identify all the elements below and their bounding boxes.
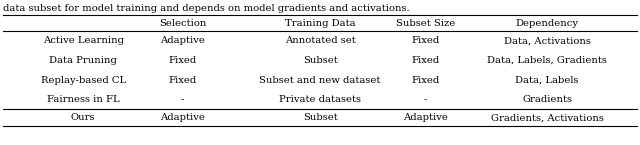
Text: Adaptive: Adaptive bbox=[160, 113, 205, 122]
Text: Subset: Subset bbox=[303, 56, 337, 65]
Text: Gradients: Gradients bbox=[522, 95, 572, 104]
Text: Fixed: Fixed bbox=[412, 36, 440, 46]
Text: Private datasets: Private datasets bbox=[279, 95, 361, 104]
Text: Subset: Subset bbox=[303, 113, 337, 122]
Text: Subset and new dataset: Subset and new dataset bbox=[259, 76, 381, 85]
Text: Dependency: Dependency bbox=[516, 19, 579, 28]
Text: Gradients, Activations: Gradients, Activations bbox=[491, 113, 604, 122]
Text: Data, Labels: Data, Labels bbox=[515, 76, 579, 85]
Text: Ours: Ours bbox=[71, 113, 95, 122]
Text: Selection: Selection bbox=[159, 19, 206, 28]
Text: Fixed: Fixed bbox=[168, 56, 196, 65]
Text: Replay-based CL: Replay-based CL bbox=[40, 76, 126, 85]
Text: Adaptive: Adaptive bbox=[403, 113, 448, 122]
Text: Annotated set: Annotated set bbox=[285, 36, 355, 46]
Text: Fairness in FL: Fairness in FL bbox=[47, 95, 120, 104]
Text: Subset Size: Subset Size bbox=[396, 19, 455, 28]
Text: -: - bbox=[180, 95, 184, 104]
Text: Adaptive: Adaptive bbox=[160, 36, 205, 46]
Text: Data Pruning: Data Pruning bbox=[49, 56, 117, 65]
Text: Fixed: Fixed bbox=[168, 76, 196, 85]
Text: -: - bbox=[424, 95, 428, 104]
Text: data subset for model training and depends on model gradients and activations.: data subset for model training and depen… bbox=[3, 4, 410, 13]
Text: Fixed: Fixed bbox=[412, 76, 440, 85]
Text: Fixed: Fixed bbox=[412, 56, 440, 65]
Text: Data, Activations: Data, Activations bbox=[504, 36, 591, 46]
Text: Data, Labels, Gradients: Data, Labels, Gradients bbox=[487, 56, 607, 65]
Text: Active Learning: Active Learning bbox=[43, 36, 124, 46]
Text: Training Data: Training Data bbox=[285, 19, 355, 28]
